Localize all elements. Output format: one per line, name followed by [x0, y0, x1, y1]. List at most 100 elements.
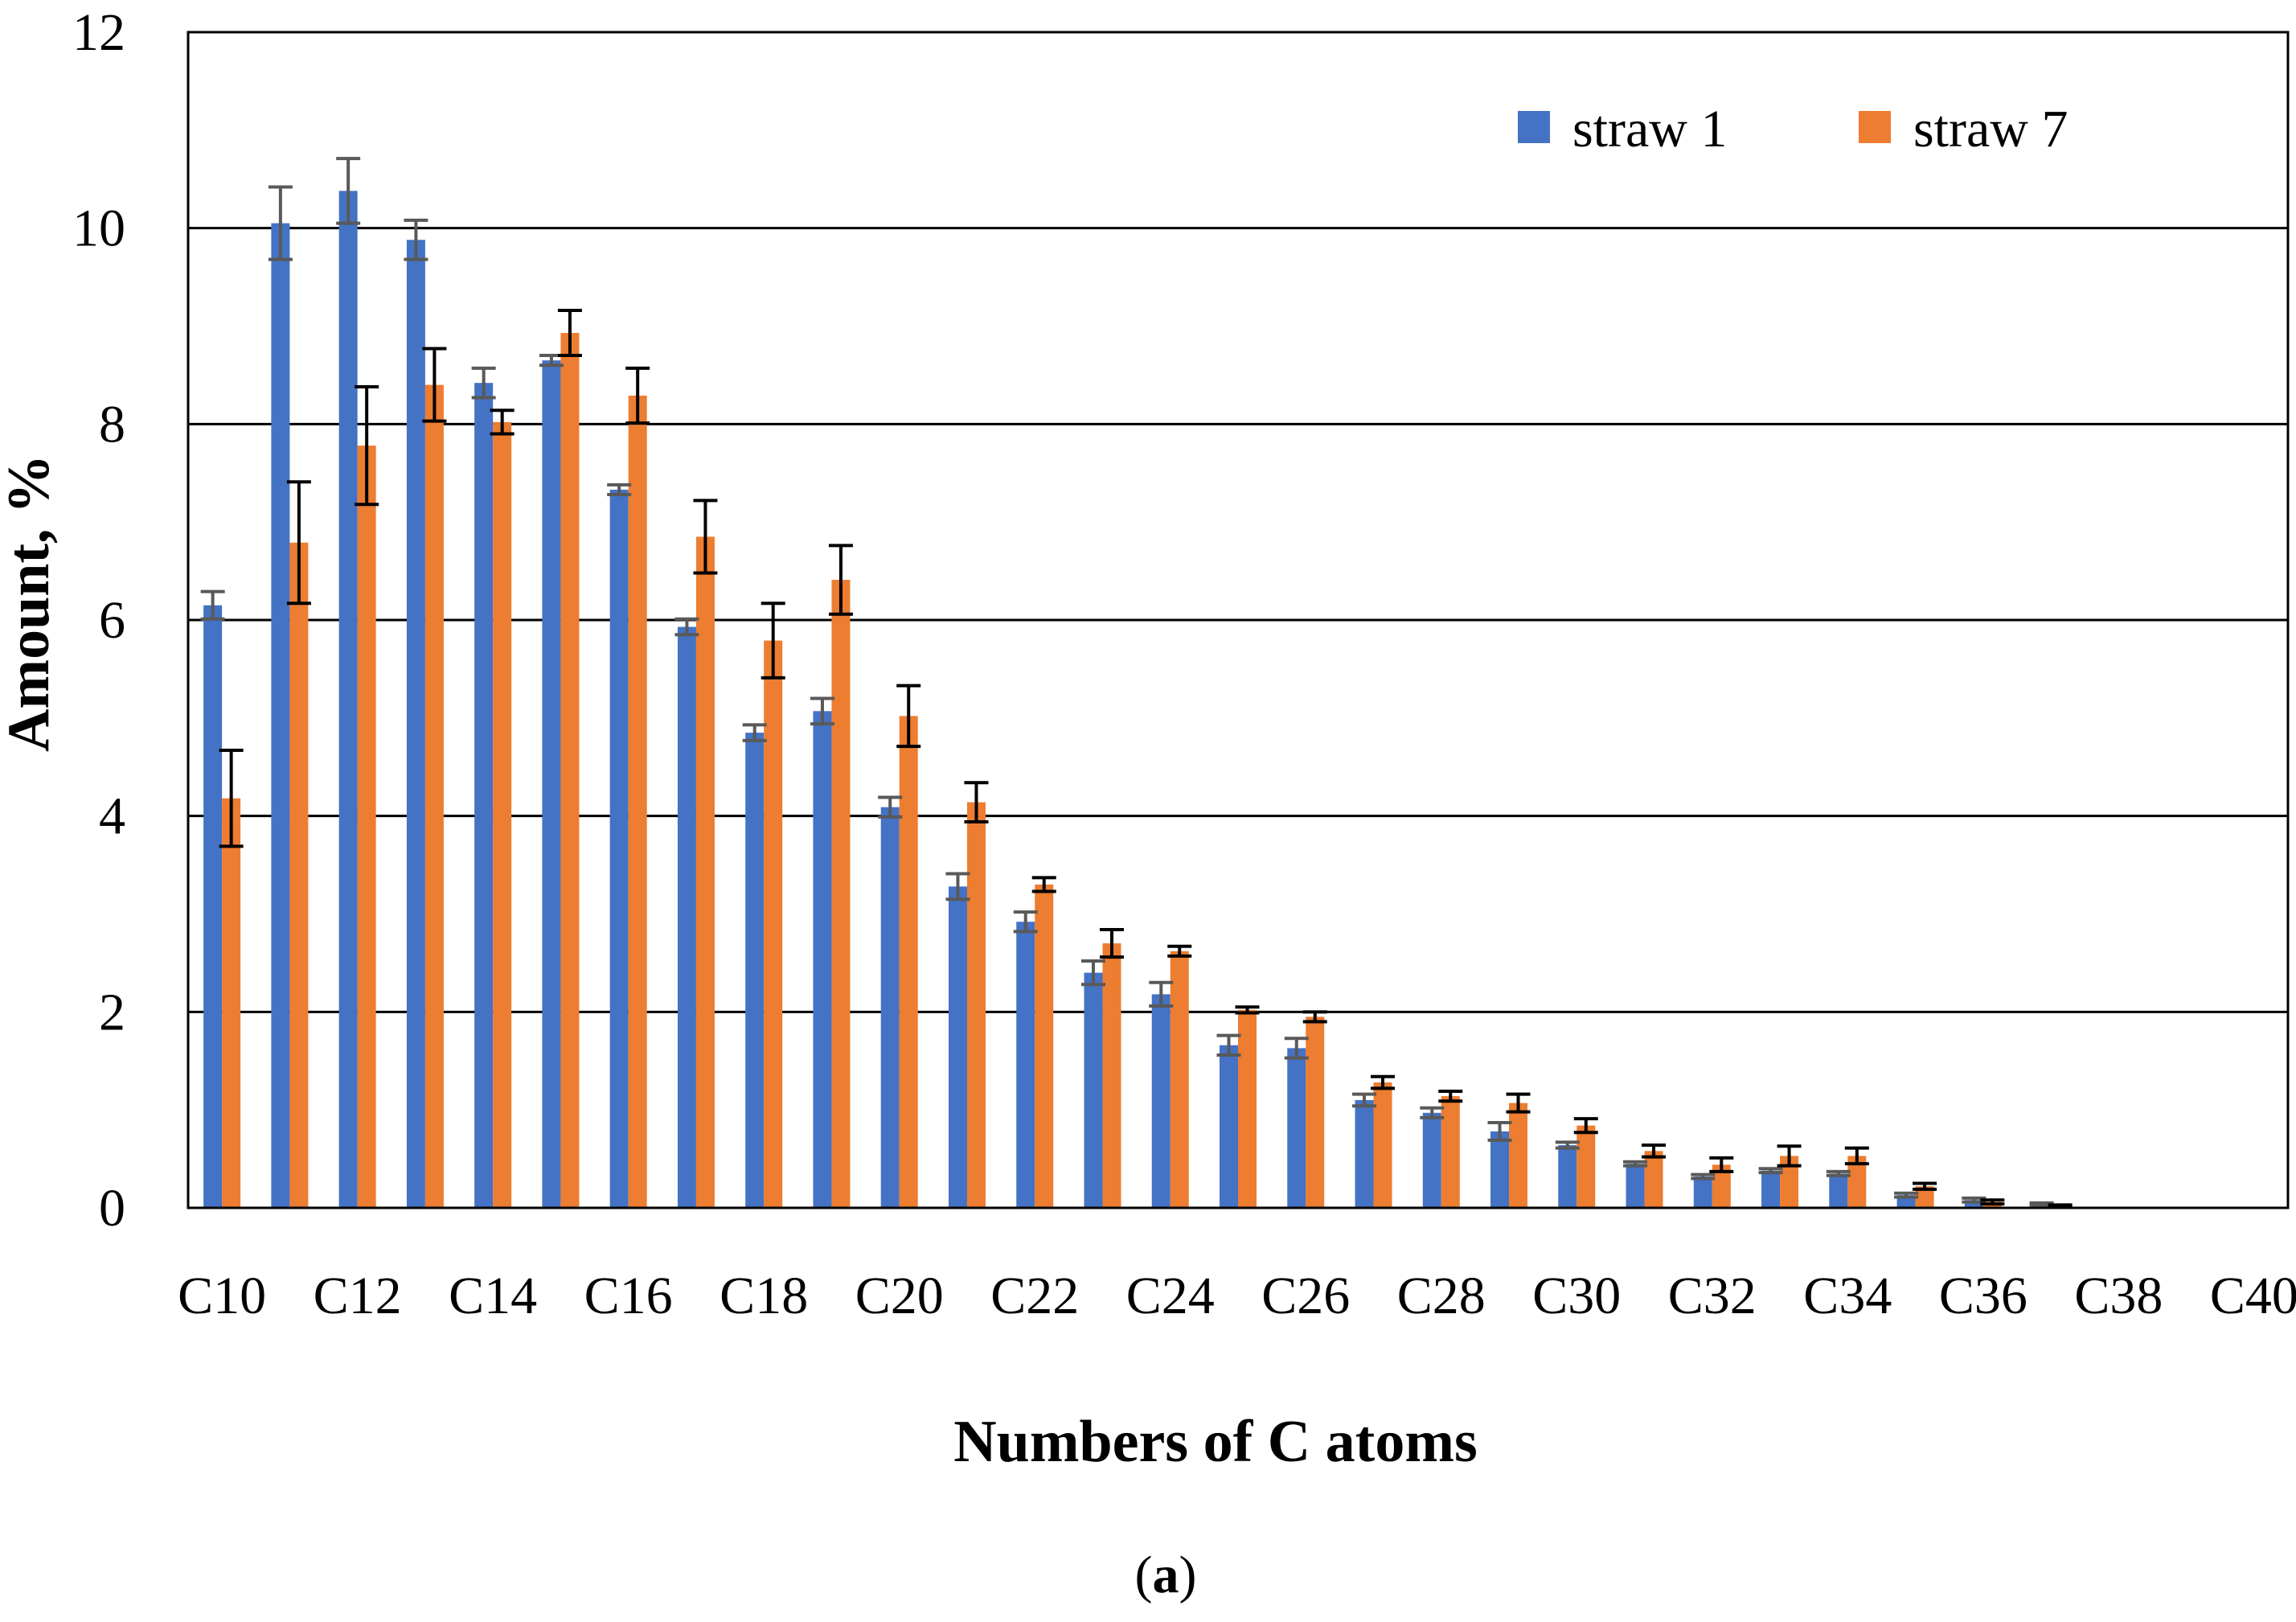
bar-straw-7-C19: [831, 580, 851, 1208]
error-bar: [404, 218, 428, 261]
bar-straw-7-C23: [1102, 943, 1121, 1208]
bar-straw-7-C18: [764, 640, 783, 1208]
error-bar: [1235, 1005, 1260, 1015]
error-bar: [693, 499, 718, 575]
bar-straw-1-C31: [1626, 1164, 1645, 1208]
grid-lines: [188, 227, 2288, 1013]
error-bar: [471, 366, 496, 400]
bar-straw-1-C28: [1422, 1112, 1441, 1208]
bar-straw-1-C26: [1287, 1048, 1306, 1208]
bar-straw-1-C12: [338, 191, 358, 1208]
bars: [203, 191, 2273, 1209]
bar-straw-1-C36: [1964, 1200, 1983, 1208]
error-bar: [1487, 1121, 1512, 1142]
y-axis-title: Amount, %: [0, 454, 62, 752]
bar-straw-7-C20: [899, 716, 918, 1208]
error-bar: [1980, 1198, 2005, 1206]
y-tick-label: 12: [72, 3, 125, 62]
bar-straw-7-C31: [1644, 1151, 1663, 1208]
error-bar: [878, 795, 903, 819]
error-bar: [1371, 1074, 1396, 1090]
bar-straw-7-C14: [493, 421, 512, 1208]
error-bar: [1013, 910, 1038, 934]
error-bar: [1506, 1092, 1531, 1114]
error-bar: [625, 366, 650, 425]
error-bar: [1758, 1167, 1783, 1175]
error-bar: [219, 749, 244, 848]
error-bar: [1555, 1140, 1580, 1150]
x-tick-label: C26: [1261, 1267, 1350, 1325]
x-tick-label: C16: [584, 1267, 673, 1325]
bar-straw-7-C17: [695, 536, 715, 1208]
error-bar: [1642, 1144, 1667, 1159]
bar-straw-1-C13: [406, 240, 425, 1209]
bar-straw-7-C13: [424, 384, 444, 1209]
x-tick-label: C40: [2210, 1267, 2296, 1325]
error-bar: [1284, 1037, 1309, 1060]
error-bar: [557, 309, 582, 358]
bar-straw-7-C12: [357, 446, 376, 1208]
bar-straw-1-C21: [948, 886, 967, 1208]
y-tick-label: 6: [99, 591, 125, 650]
x-tick-label: C22: [990, 1267, 1079, 1325]
error-bar: [1149, 980, 1174, 1008]
bar-straw-1-C15: [542, 360, 561, 1209]
legend-label-straw-1: straw 1: [1572, 100, 1727, 158]
error-bar: [1216, 1033, 1241, 1057]
bar-straw-7-C21: [966, 802, 986, 1208]
bar-straw-7-C35: [1915, 1186, 1934, 1208]
x-tick-label: C30: [1532, 1267, 1621, 1325]
error-bar: [1826, 1169, 1851, 1177]
x-tick-label: C20: [855, 1267, 944, 1325]
error-bar: [1031, 876, 1056, 893]
error-bar: [1623, 1160, 1648, 1168]
y-tick-label: 10: [72, 199, 125, 258]
bar-straw-7-C10: [222, 798, 241, 1208]
bar-straw-1-C14: [474, 383, 494, 1208]
legend: straw 1 straw 7: [1518, 100, 2068, 158]
plot-frame: [187, 31, 2290, 1209]
y-tick-label: 2: [99, 983, 125, 1041]
error-bar: [607, 482, 632, 497]
error-bar: [1844, 1146, 1869, 1166]
bar-straw-7-C26: [1306, 1016, 1325, 1208]
bar-straw-1-C25: [1220, 1045, 1238, 1208]
x-tick-label: C28: [1397, 1267, 1486, 1325]
bar-straw-1-C16: [609, 489, 629, 1208]
error-bar: [896, 684, 921, 749]
bar-straw-1-C30: [1558, 1145, 1577, 1208]
caption: (a): [1135, 1546, 1197, 1604]
x-tick-label: C12: [314, 1267, 402, 1325]
error-bar: [1420, 1106, 1445, 1119]
bar-straw-7-C15: [560, 333, 580, 1208]
error-bar: [355, 385, 379, 507]
error-bar: [422, 347, 447, 423]
error-bar: [742, 723, 767, 742]
bar-straw-1-C19: [813, 711, 832, 1208]
bar-straw-1-C23: [1084, 972, 1103, 1208]
error-bar: [1080, 959, 1105, 987]
x-tick-label: C24: [1126, 1267, 1215, 1325]
bar-straw-1-C32: [1693, 1176, 1712, 1208]
error-bar: [1302, 1010, 1327, 1024]
error-bar: [1352, 1092, 1377, 1108]
y-tick-label: 4: [99, 787, 125, 846]
error-bar: [490, 409, 515, 436]
error-bar: [1438, 1090, 1463, 1103]
bar-straw-7-C27: [1373, 1082, 1392, 1208]
bar-straw-1-C27: [1355, 1099, 1374, 1208]
error-bar: [200, 589, 225, 621]
x-tick-label: C10: [178, 1267, 266, 1325]
x-tick-labels: C10 C12 C14 C16 C18 C20 C22 C24 C26 C28 C30 C32 C34 C…: [178, 1267, 2296, 1325]
bar-straw-1-C29: [1490, 1131, 1510, 1208]
bar-straw-1-C18: [745, 733, 765, 1208]
error-bar: [945, 872, 970, 901]
error-bar: [964, 781, 989, 823]
error-bar: [1894, 1191, 1919, 1199]
y-tick-label: 0: [99, 1179, 125, 1238]
x-tick-label: C18: [720, 1267, 808, 1325]
error-bar: [1099, 927, 1124, 959]
bar-straw-7-C33: [1780, 1156, 1799, 1208]
bar-straw-7-C32: [1712, 1164, 1731, 1208]
error-bar: [2048, 1203, 2073, 1209]
